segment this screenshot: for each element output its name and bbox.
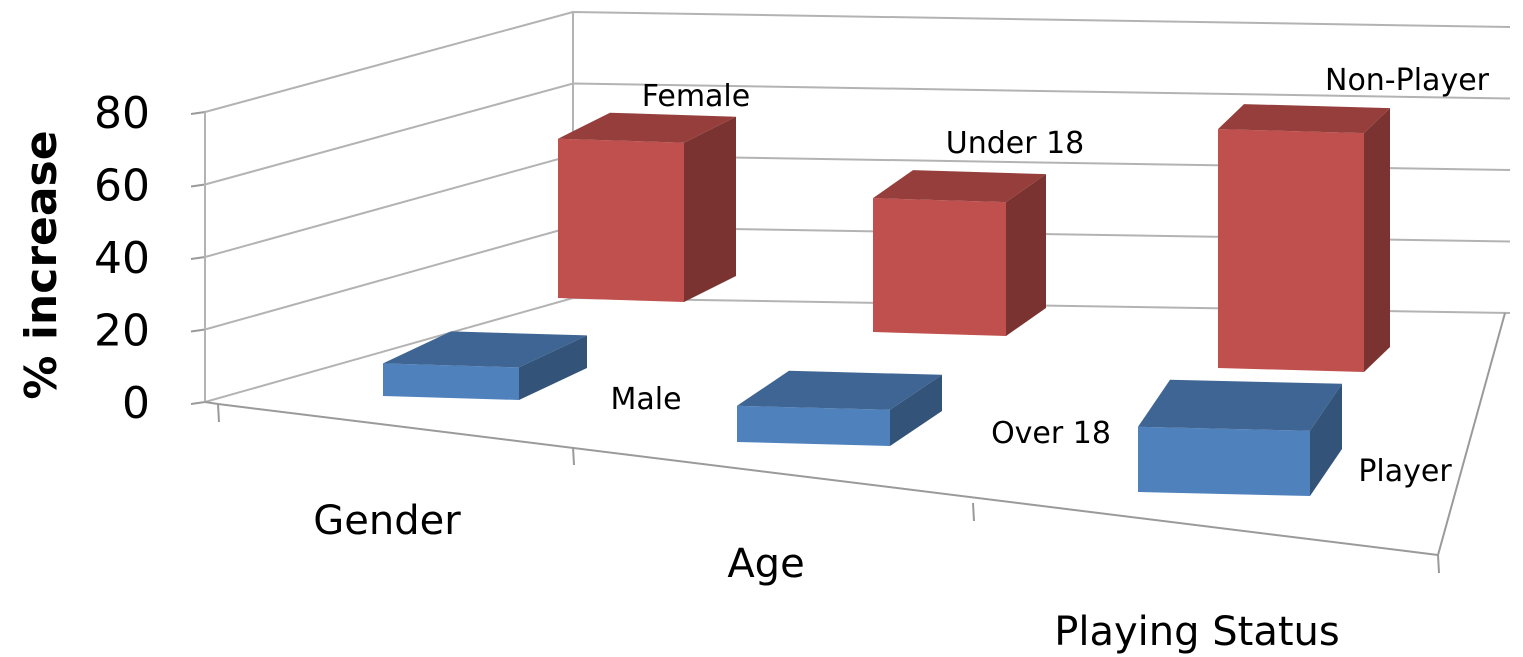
floor-left-edge bbox=[204, 401, 219, 405]
bar-back-2-top-face bbox=[1218, 104, 1390, 134]
bar-back-1-side-face bbox=[1006, 174, 1046, 336]
y-tick-mark bbox=[190, 111, 206, 115]
y-tick-mark bbox=[190, 183, 206, 188]
bar-front-1-side-face bbox=[890, 374, 942, 446]
bar-front-2 bbox=[1138, 379, 1342, 496]
x-tick-mark bbox=[1437, 554, 1440, 574]
bar-back-1-front-face bbox=[873, 198, 1006, 336]
bar-back-1 bbox=[873, 170, 1046, 336]
bar-front-2-side-face bbox=[1310, 383, 1342, 496]
bar-label-front: Player bbox=[1358, 454, 1452, 489]
category-label: Gender bbox=[313, 498, 461, 544]
y-tick-mark bbox=[190, 256, 206, 260]
bars-layer bbox=[383, 104, 1390, 496]
bar-front-0-top-face bbox=[383, 331, 587, 368]
bar-back-2-front-face bbox=[1218, 129, 1364, 372]
gridline bbox=[204, 10, 1511, 113]
x-tick-mark bbox=[972, 502, 975, 522]
bar-back-2 bbox=[1218, 104, 1390, 372]
y-tick-label: 80 bbox=[94, 88, 150, 139]
y-tick-mark bbox=[190, 401, 206, 405]
bar-back-0 bbox=[558, 112, 736, 302]
bar-label-front: Over 18 bbox=[991, 416, 1111, 451]
bar-front-1-top-face bbox=[737, 370, 942, 410]
bar-label-back: Female bbox=[642, 79, 750, 114]
category-label: Age bbox=[727, 541, 804, 587]
x-tick-mark bbox=[572, 446, 575, 466]
label-layer: % increase Female Male Under 18 Over 18 Non-… bbox=[16, 63, 1490, 655]
bar-front-2-top-face bbox=[1138, 379, 1342, 431]
category-label: Playing Status bbox=[1054, 609, 1339, 655]
bar-label-front: Male bbox=[610, 382, 681, 417]
bar-back-0-side-face bbox=[684, 116, 736, 302]
bar-front-1-front-face bbox=[737, 405, 890, 446]
bar-front-1 bbox=[737, 370, 942, 446]
y-tick-mark bbox=[190, 328, 206, 333]
bar-label-back: Non-Player bbox=[1325, 63, 1490, 98]
y-tick-label: 0 bbox=[122, 378, 150, 429]
bar-front-0 bbox=[383, 331, 587, 400]
bar-front-0-side-face bbox=[519, 335, 587, 400]
bar-back-2-side-face bbox=[1364, 108, 1390, 372]
bar-back-1-top-face bbox=[873, 170, 1046, 203]
y-tick-label: 60 bbox=[94, 161, 150, 212]
bar-front-0-front-face bbox=[383, 363, 519, 400]
y-tick-label: 20 bbox=[94, 306, 150, 357]
y-axis-label: % increase bbox=[16, 130, 67, 399]
bar-front-2-front-face bbox=[1138, 426, 1310, 496]
x-tick-mark bbox=[217, 403, 220, 423]
bar-back-0-top-face bbox=[558, 112, 736, 143]
bar-back-0-front-face bbox=[558, 138, 684, 302]
y-tick-label: 40 bbox=[94, 233, 150, 284]
bar-label-back: Under 18 bbox=[946, 126, 1085, 161]
